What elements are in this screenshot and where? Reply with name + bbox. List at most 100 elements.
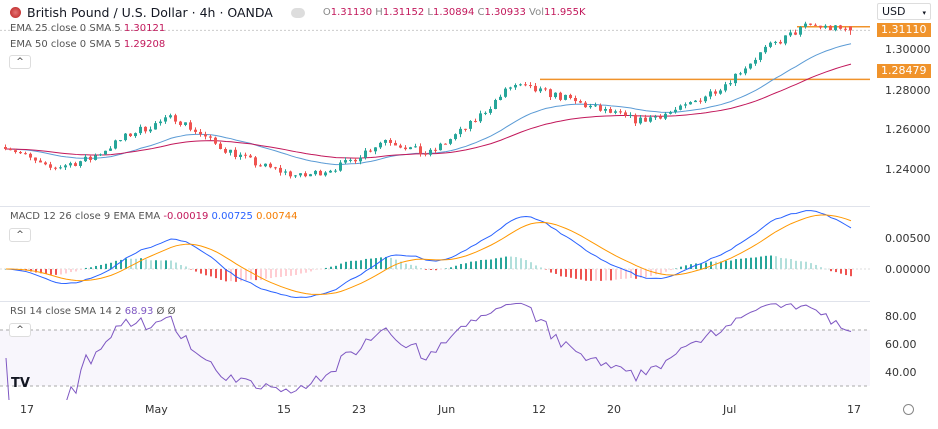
candle-body bbox=[404, 147, 407, 150]
candle-body bbox=[519, 84, 522, 86]
pane-divider[interactable] bbox=[0, 301, 870, 302]
ema25-legend[interactable]: EMA 25 close 0 SMA 5 1.30121 bbox=[10, 23, 166, 34]
macd-histogram-bar bbox=[165, 260, 167, 269]
minimize-icon[interactable] bbox=[290, 7, 305, 18]
candle-body bbox=[99, 154, 102, 156]
macd-histogram-bar bbox=[235, 269, 237, 282]
candle-body bbox=[719, 90, 722, 94]
macd-histogram-bar bbox=[260, 269, 262, 280]
candle-body bbox=[759, 52, 762, 60]
macd-histogram-bar bbox=[450, 267, 452, 269]
macd-histogram-bar bbox=[780, 257, 782, 269]
candle-body bbox=[534, 85, 537, 92]
gbp-usd-flag-icon bbox=[10, 7, 21, 18]
macd-histogram-bar bbox=[425, 269, 427, 270]
macd-histogram-bar bbox=[505, 256, 507, 269]
candle-body bbox=[834, 25, 837, 31]
macd-histogram-bar bbox=[500, 257, 502, 269]
macd-histogram-bar bbox=[785, 258, 787, 269]
currency-select[interactable]: USD ▾ bbox=[877, 3, 931, 20]
macd-histogram-bar bbox=[275, 269, 277, 278]
macd-histogram-bar bbox=[510, 256, 512, 269]
rsi-tick: 40.00 bbox=[885, 366, 917, 379]
candle-body bbox=[29, 153, 32, 158]
ema50-line bbox=[5, 63, 852, 159]
candle-body bbox=[684, 104, 687, 106]
macd-histogram-bar bbox=[80, 269, 82, 270]
candle-body bbox=[739, 73, 742, 75]
candle-body bbox=[499, 96, 502, 101]
candle-body bbox=[524, 84, 527, 86]
macd-histogram-bar bbox=[435, 269, 437, 271]
ema25-line bbox=[5, 43, 852, 166]
candle-body bbox=[219, 143, 222, 149]
candle-body bbox=[89, 156, 92, 160]
candle-body bbox=[169, 115, 172, 118]
macd-histogram-bar bbox=[310, 269, 312, 272]
collapse-rsi-button[interactable]: ^ bbox=[9, 323, 31, 337]
macd-histogram-bar bbox=[375, 258, 377, 269]
collapse-macd-button[interactable]: ^ bbox=[9, 228, 31, 242]
macd-histogram-bar bbox=[555, 269, 557, 274]
candle-body bbox=[294, 175, 297, 177]
macd-histogram-bar bbox=[565, 269, 567, 277]
price-tick: 1.28000 bbox=[885, 84, 931, 97]
pane-divider[interactable] bbox=[0, 206, 870, 207]
candle-body bbox=[489, 108, 492, 113]
candle-body bbox=[249, 155, 252, 158]
candle-body bbox=[544, 88, 547, 90]
macd-histogram-bar bbox=[295, 269, 297, 275]
current-price-label: 1.31110 bbox=[877, 23, 931, 37]
rsi-legend[interactable]: RSI 14 close SMA 14 2 68.93 Ø Ø bbox=[10, 306, 176, 317]
candle-body bbox=[84, 156, 87, 162]
macd-histogram-bar bbox=[465, 263, 467, 269]
collapse-legend-button[interactable]: ^ bbox=[9, 55, 31, 69]
macd-histogram-bar bbox=[365, 258, 367, 269]
candle-body bbox=[269, 163, 272, 168]
gear-icon[interactable] bbox=[903, 404, 914, 415]
macd-legend[interactable]: MACD 12 26 close 9 EMA EMA -0.00019 0.00… bbox=[10, 211, 298, 222]
macd-histogram-bar bbox=[190, 269, 192, 270]
macd-histogram-bar bbox=[840, 269, 842, 274]
macd-histogram-bar bbox=[850, 269, 852, 277]
candle-body bbox=[174, 115, 177, 122]
candle-body bbox=[554, 92, 557, 98]
candle-body bbox=[304, 173, 307, 177]
symbol-title[interactable]: British Pound / U.S. Dollar · 4h · OANDA bbox=[27, 5, 273, 20]
candle-body bbox=[204, 134, 207, 137]
chevron-up-icon: ^ bbox=[16, 230, 24, 240]
candle-body bbox=[804, 23, 807, 27]
macd-histogram-bar bbox=[255, 269, 257, 281]
macd-histogram-bar bbox=[40, 269, 42, 274]
candle-body bbox=[74, 163, 77, 166]
macd-histogram-bar bbox=[660, 269, 662, 274]
candle-body bbox=[464, 128, 467, 130]
macd-histogram-bar bbox=[410, 264, 412, 269]
macd-histogram-bar bbox=[530, 262, 532, 269]
chart-canvas[interactable] bbox=[0, 0, 870, 400]
macd-histogram-bar bbox=[120, 259, 122, 269]
candle-body bbox=[9, 148, 12, 151]
ema50-legend[interactable]: EMA 50 close 0 SMA 5 1.29208 bbox=[10, 39, 166, 50]
macd-histogram-bar bbox=[265, 269, 267, 279]
macd-histogram-bar bbox=[845, 269, 847, 276]
macd-histogram-bar bbox=[815, 264, 817, 269]
candle-body bbox=[539, 88, 542, 92]
macd-histogram-bar bbox=[655, 269, 657, 275]
macd-histogram-bar bbox=[455, 265, 457, 269]
macd-histogram-bar bbox=[610, 269, 612, 281]
macd-histogram-bar bbox=[570, 269, 572, 278]
candle-body bbox=[754, 59, 757, 64]
candle-body bbox=[299, 173, 302, 176]
candle-body bbox=[704, 96, 707, 102]
candle-body bbox=[154, 123, 157, 130]
macd-histogram-bar bbox=[440, 269, 442, 270]
candle-body bbox=[199, 131, 202, 135]
candle-body bbox=[349, 159, 352, 161]
time-label: 17 bbox=[20, 403, 34, 416]
macd-histogram-bar bbox=[750, 257, 752, 269]
candle-body bbox=[709, 91, 712, 97]
macd-histogram-bar bbox=[650, 269, 652, 276]
macd-histogram-bar bbox=[85, 267, 87, 269]
macd-histogram-bar bbox=[390, 257, 392, 269]
